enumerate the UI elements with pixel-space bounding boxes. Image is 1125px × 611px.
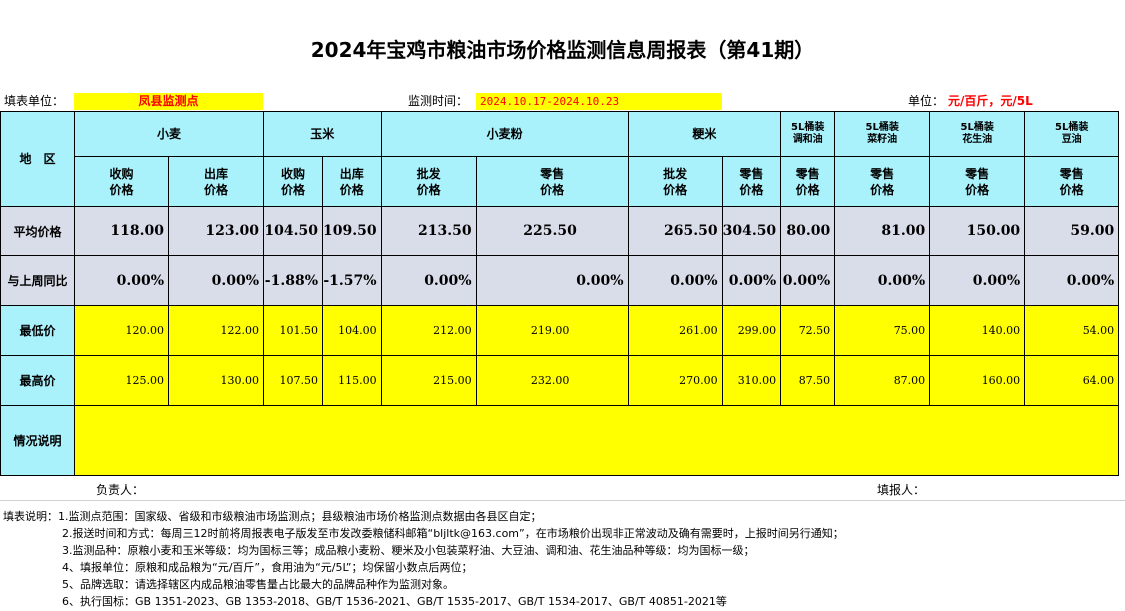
group-peanut-oil: 5L桶装 花生油 [929,111,1026,157]
avg-cell: 80.00 [780,206,836,256]
low-cell: 299.00 [721,305,782,356]
high-cell: 64.00 [1024,355,1120,406]
subheader: 收购 价格 [74,156,169,207]
low-cell: 120.00 [74,305,169,356]
subheader-row: 收购 价格 出库 价格 收购 价格 出库 价格 批发 价格 零售 价格 批发 价… [1,156,1120,207]
low-cell: 122.00 [168,305,264,356]
group-flour: 小麦粉 [380,111,629,157]
subheader: 出库 价格 [322,156,382,207]
note-line: 5、品牌选取：请选择辖区内成品粮油零售量占比最大的品牌品种作为监测对象。 [62,578,454,591]
subheader: 零售 价格 [1024,156,1120,207]
row-label: 情况说明 [0,405,75,476]
price-unit-value: 元/百斤，元/5L [948,94,1033,108]
high-cell: 310.00 [721,355,782,406]
avg-cell: 59.00 [1024,206,1120,256]
low-cell: 75.00 [834,305,931,356]
subheader: 出库 价格 [168,156,264,207]
subheader: 批发 价格 [380,156,477,207]
period-label: 监测时间： [408,94,469,108]
row-label: 平均价格 [0,206,75,256]
row-label: 最高价 [0,355,75,406]
row-label: 最低价 [0,305,75,356]
low-cell: 140.00 [929,305,1026,356]
low-cell: 104.00 [322,305,382,356]
wow-cell: 0.00% [929,255,1026,306]
note-line: 3.监测品种：原粮小麦和玉米等级：均为国标三等；成品粮小麦粉、粳米及小包装菜籽油… [62,544,755,557]
group-japonica-rice: 粳米 [627,111,782,157]
subheader: 零售 价格 [721,156,782,207]
wow-cell: 0.00% [168,255,264,306]
note-line: 2.报送时间和方式：每周三12时前将周报表电子版发至市发改委粮储科邮箱“bljl… [62,527,844,540]
unit-value: 凤县监测点 [74,93,263,110]
high-cell: 270.00 [627,355,723,406]
avg-cell: 109.50 [322,206,382,256]
wow-cell: -1.57% [322,255,382,306]
group-wheat: 小麦 [74,111,264,157]
price-unit-label: 单位： [908,94,945,108]
page-title: 2024年宝鸡市粮油市场价格监测信息周报表（第41期） [310,38,815,62]
high-cell: 107.50 [263,355,323,406]
remarks-row: 情况说明 [0,405,1120,476]
region-header: 地 区 [0,111,75,207]
subheader: 收购 价格 [263,156,323,207]
high-cell: 130.00 [168,355,264,406]
wow-cell: 0.00% [834,255,931,306]
avg-cell: 118.00 [74,206,169,256]
avg-row: 平均价格 118.00 123.00 104.50 109.50 213.50 … [0,206,1120,256]
wow-cell: 0.00% [380,255,477,306]
group-corn: 玉米 [263,111,382,157]
subheader: 批发 价格 [627,156,723,207]
wow-cell: 0.00% [780,255,836,306]
avg-cell: 213.50 [380,206,477,256]
high-cell: 87.50 [780,355,836,406]
low-row: 最低价 120.00 122.00 101.50 104.00 212.00 2… [0,305,1120,356]
avg-cell: 304.50 [721,206,782,256]
note-line: 6、执行国标：GB 1351-2023、GB 1353-2018、GB/T 15… [62,595,727,608]
group-soybean-oil: 5L桶装 豆油 [1024,111,1120,157]
wow-cell: -1.88% [263,255,323,306]
subheader: 零售 价格 [475,156,629,207]
avg-cell: 265.50 [627,206,723,256]
high-cell: 232.00 [475,355,629,406]
high-cell: 215.00 [380,355,477,406]
divider [0,500,1125,501]
notes: 填表说明：1.监测点范围：国家级、省级和市级粮油市场监测点；县级粮油市场价格监测… [3,508,844,610]
responsible-label: 负责人： [96,483,145,497]
row-label: 与上周同比 [0,255,75,306]
high-cell: 160.00 [929,355,1026,406]
price-table: 地 区 小麦 玉米 小麦粉 粳米 5L桶装 调和油 5L桶装 菜籽油 5L桶装 … [0,111,1120,476]
high-cell: 87.00 [834,355,931,406]
high-cell: 115.00 [322,355,382,406]
high-cell: 125.00 [74,355,169,406]
wow-cell: 0.00% [74,255,169,306]
low-cell: 261.00 [627,305,723,356]
wow-cell: 0.00% [627,255,723,306]
remarks-field[interactable] [73,405,1120,476]
wow-cell: 0.00% [475,255,629,306]
low-cell: 72.50 [780,305,836,356]
subheader: 零售 价格 [780,156,836,207]
low-cell: 212.00 [380,305,477,356]
note-line: 4、填报单位：原粮和成品粮为“元/百斤”，食用油为“元/5L”；均保留小数点后两… [62,561,473,574]
group-blend-oil: 5L桶装 调和油 [780,111,836,157]
reporter-label: 填报人： [877,483,926,497]
wow-row: 与上周同比 0.00% 0.00% -1.88% -1.57% 0.00% 0.… [0,255,1120,306]
wow-cell: 0.00% [721,255,782,306]
subheader: 零售 价格 [834,156,931,207]
avg-cell: 150.00 [929,206,1026,256]
low-cell: 101.50 [263,305,323,356]
avg-cell: 225.50 [475,206,629,256]
group-rapeseed-oil: 5L桶装 菜籽油 [834,111,931,157]
wow-cell: 0.00% [1024,255,1120,306]
unit-label: 填表单位： [4,94,65,108]
low-cell: 54.00 [1024,305,1120,356]
avg-cell: 81.00 [834,206,931,256]
note-line: 填表说明：1.监测点范围：国家级、省级和市级粮油市场监测点；县级粮油市场价格监测… [3,510,542,523]
high-row: 最高价 125.00 130.00 107.50 115.00 215.00 2… [0,355,1120,406]
low-cell: 219.00 [475,305,629,356]
subheader: 零售 价格 [929,156,1026,207]
avg-cell: 104.50 [263,206,323,256]
avg-cell: 123.00 [168,206,264,256]
period-value: 2024.10.17-2024.10.23 [476,93,722,110]
